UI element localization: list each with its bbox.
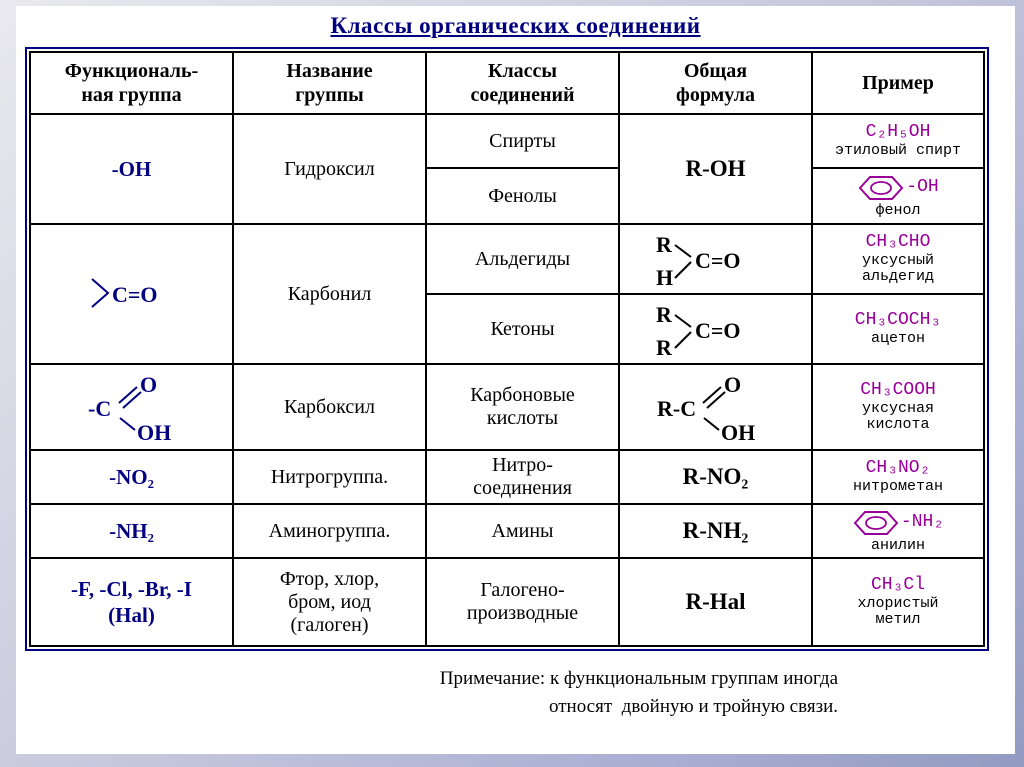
general-formula-carboxylic: R-C O OH <box>618 363 813 451</box>
example-aniline: -NH₂ анилин <box>811 503 985 559</box>
table-row: -NH₂ Аминогруппа. Амины R-NH₂ -NH₂ анили… <box>29 503 985 559</box>
svg-text:C=O: C=O <box>695 248 741 273</box>
svg-text:OH: OH <box>137 420 171 442</box>
functional-group-nitro: -NO₂ <box>29 449 234 505</box>
general-formula-rhal: R-Hal <box>618 557 813 647</box>
group-name-carbonyl: Карбонил <box>232 223 427 365</box>
classes-table: Функциональ- ная группа Название группы … <box>29 51 985 647</box>
carboxyl-structure: -C O OH <box>88 372 171 442</box>
footnote-line-2: относят двойную и тройную связи. <box>548 695 838 717</box>
footnote-line-1: Примечание: к функциональным группам ино… <box>439 668 838 689</box>
svg-text:OH: OH <box>721 420 755 442</box>
example-acetone: CH₃COCH₃ ацетон <box>811 293 985 365</box>
svg-text:H: H <box>656 265 673 290</box>
example-ethanol: C₂H₅OH этиловый спирт <box>811 113 985 169</box>
benzene-ring-icon <box>858 175 904 200</box>
page-title: Классы органических соединений <box>330 13 701 38</box>
example-acetaldehyde: CH₃CHO уксусный альдегид <box>811 223 985 295</box>
example-acetic-acid: CH₃COOH уксусная кислота <box>811 363 985 451</box>
general-formula-ketone: R R C=O <box>618 293 813 365</box>
example-methyl-chloride: CH₃Cl хлористый метил <box>811 557 985 647</box>
group-name-nitro: Нитрогруппа. <box>232 449 427 505</box>
svg-text:O: O <box>724 372 741 397</box>
group-name-halogen: Фтор, хлор, бром, иод (галоген) <box>232 557 427 647</box>
class-amines: Амины <box>425 503 620 559</box>
svg-text:R: R <box>656 335 673 360</box>
table-row: -C O OH Карбоксил Карбоновые кислоты R-C <box>29 363 985 451</box>
general-formula-aldehyde: R H C=O <box>618 223 813 295</box>
general-formula-roh: R-OH <box>618 113 813 225</box>
svg-text:R: R <box>656 302 673 327</box>
table-row: Кетоны R R C=O CH₃COCH₃ ацетон <box>30 293 985 365</box>
functional-group-carbonyl: C=O <box>29 223 234 365</box>
class-phenols: Фенолы <box>425 167 620 225</box>
functional-group-halogens: -F, -Cl, -Br, -I (Hal) <box>29 557 234 647</box>
col-header-general-formula: Общая формула <box>618 51 813 115</box>
col-header-example: Пример <box>811 51 985 115</box>
table-row: -OH Гидроксил Спирты R-OH C₂H₅OH этиловы… <box>29 113 985 225</box>
class-halogen-derivatives: Галогено- производные <box>425 557 620 647</box>
class-alcohols: Спирты <box>425 113 620 169</box>
header-row: Функциональ- ная группа Название группы … <box>29 51 985 115</box>
class-aldehydes: Альдегиды <box>425 223 620 295</box>
content-area: Классы органических соединений Функциона… <box>16 6 1015 754</box>
functional-group-oh: -OH <box>29 113 234 225</box>
group-name-carboxyl: Карбоксил <box>232 363 427 451</box>
svg-text:C=O: C=O <box>112 282 158 307</box>
col-header-classes: Классы соединений <box>425 51 620 115</box>
footnote: Примечание: к функциональным группам ино… <box>26 665 838 720</box>
svg-text:-C: -C <box>88 396 111 421</box>
table-outer-border: Функциональ- ная группа Название группы … <box>25 47 989 651</box>
carboxylic-formula-structure: R-C O OH <box>657 372 755 442</box>
svg-text:C=O: C=O <box>695 318 741 343</box>
class-carboxylic-acids: Карбоновые кислоты <box>425 363 620 451</box>
svg-text:O: O <box>140 372 157 397</box>
benzene-ring-icon <box>853 510 899 535</box>
class-nitro-compounds: Нитро- соединения <box>425 449 620 505</box>
group-name-hydroxyl: Гидроксил <box>232 113 427 225</box>
ketone-formula-structure: R R C=O <box>656 302 741 360</box>
svg-text:R: R <box>656 232 673 257</box>
col-header-functional-group: Функциональ- ная группа <box>29 51 234 115</box>
table-row: -NO₂ Нитрогруппа. Нитро- соединения R-NO… <box>29 449 985 505</box>
general-formula-rno2: R-NO₂ <box>618 449 813 505</box>
carbonyl-structure: C=O <box>90 278 158 308</box>
table-row: C=O Карбонил Альдегиды R H C=O CH₃CHO ук… <box>29 223 985 365</box>
group-name-amino: Аминогруппа. <box>232 503 427 559</box>
functional-group-carboxyl: -C O OH <box>29 363 234 451</box>
functional-group-amino: -NH₂ <box>29 503 234 559</box>
table-row: -F, -Cl, -Br, -I (Hal) Фтор, хлор, бром,… <box>29 557 985 647</box>
svg-text:R-C: R-C <box>657 396 696 421</box>
table-row: Фенолы -OH фенол <box>30 167 985 225</box>
example-phenol: -OH фенол <box>811 167 985 225</box>
general-formula-rnh2: R-NH₂ <box>618 503 813 559</box>
example-nitromethane: CH₃NO₂ нитрометан <box>811 449 985 505</box>
class-ketones: Кетоны <box>425 293 620 365</box>
col-header-group-name: Название группы <box>232 51 427 115</box>
aldehyde-formula-structure: R H C=O <box>656 232 741 290</box>
